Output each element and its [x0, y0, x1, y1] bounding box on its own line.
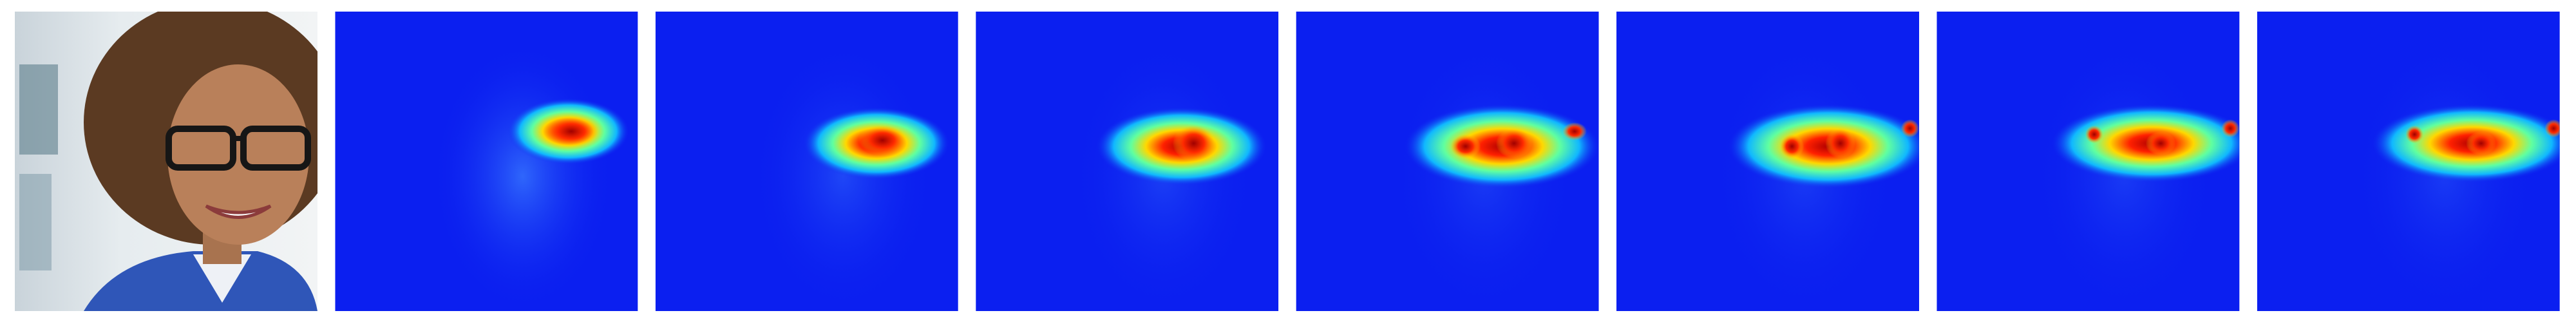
jacket	[84, 251, 317, 311]
hotspot	[1728, 104, 1919, 189]
hot-core	[1825, 128, 1856, 158]
hot-core	[1900, 119, 1919, 138]
smile	[205, 204, 272, 219]
hot-core	[2085, 125, 2103, 144]
hot-core	[1562, 122, 1587, 140]
heatmap	[976, 12, 1279, 311]
hot-core	[2405, 125, 2424, 144]
heatmap	[1296, 12, 1599, 311]
hot-core	[544, 116, 599, 147]
hot-core	[1779, 134, 1804, 158]
hot-core	[858, 125, 907, 156]
hot-core	[2221, 119, 2240, 138]
heatmap	[1937, 12, 2240, 311]
glasses-right	[240, 126, 311, 171]
hot-core	[1172, 125, 1215, 162]
glasses-left	[166, 126, 236, 171]
face-glow	[431, 41, 614, 311]
shirt	[193, 254, 251, 303]
heatmap	[655, 12, 958, 311]
hot-core	[1495, 128, 1533, 158]
hot-core	[2145, 131, 2176, 156]
hot-core	[2544, 119, 2560, 138]
face-glow	[752, 41, 934, 311]
background-shelf	[19, 174, 52, 270]
hot-core	[2466, 131, 2497, 156]
heatmap	[1616, 12, 1919, 311]
photo	[15, 12, 317, 311]
background-shelf	[19, 64, 58, 155]
heatmap	[2257, 12, 2560, 311]
heatmap	[335, 12, 638, 311]
hot-core	[1450, 134, 1481, 158]
face	[167, 64, 309, 245]
